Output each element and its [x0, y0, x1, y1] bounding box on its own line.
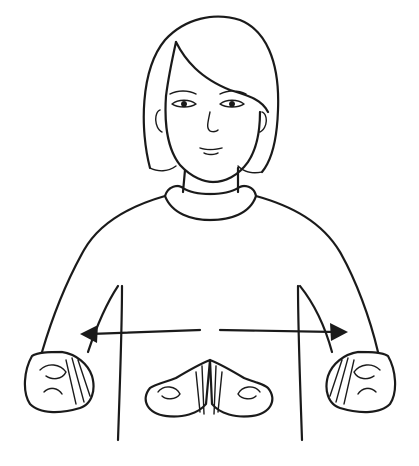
left-hand — [23, 350, 95, 414]
shirt — [40, 194, 380, 442]
hair — [142, 15, 280, 174]
face — [155, 90, 267, 184]
left-arrow — [80, 325, 202, 343]
nose — [207, 111, 219, 133]
mouth — [199, 147, 223, 151]
right-arrow — [218, 323, 348, 341]
motion-arrows — [80, 323, 348, 343]
right-hand — [325, 350, 397, 414]
left-eyebrow — [169, 90, 197, 95]
right-eye — [219, 99, 245, 108]
right-eyebrow — [219, 90, 247, 95]
right-pupil — [229, 101, 235, 107]
collar — [163, 185, 258, 222]
center-hands — [144, 358, 274, 418]
left-pupil — [181, 101, 187, 107]
neck — [181, 166, 240, 194]
left-eye — [171, 99, 197, 108]
